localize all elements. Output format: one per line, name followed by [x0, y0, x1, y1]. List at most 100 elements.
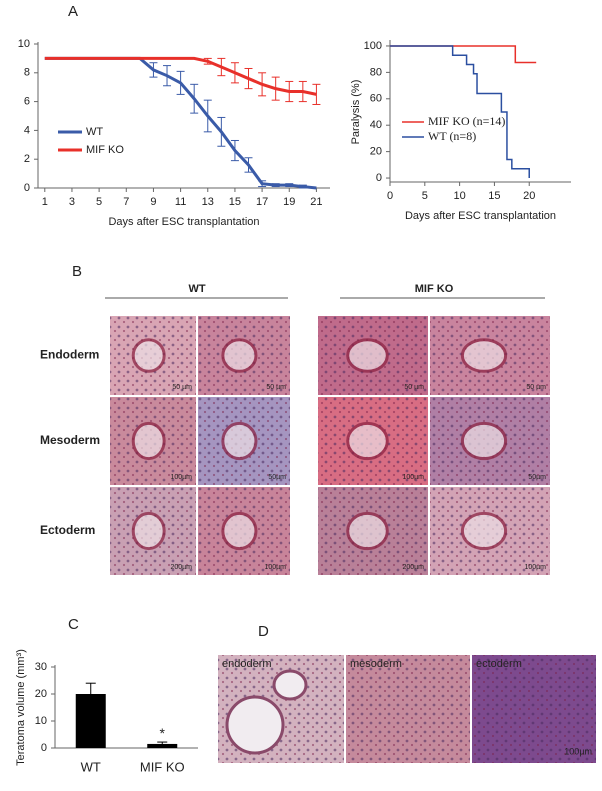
- x-tick-label: 19: [283, 196, 295, 208]
- line: [44, 56, 317, 96]
- x-tick-label: WT: [81, 759, 101, 774]
- y-tick-label: 80: [370, 66, 382, 78]
- y-tick-label: 20: [370, 146, 382, 158]
- x-tick-label: 17: [256, 196, 268, 208]
- row-label: Endoderm: [40, 348, 99, 362]
- error-bar: [217, 116, 226, 147]
- tissue-structure: [225, 695, 285, 755]
- error-bar: [244, 67, 253, 90]
- x-axis-label: Days after ESC transplantation: [108, 216, 259, 228]
- x-tick-label: 15: [229, 196, 241, 208]
- y-tick-label: 0: [376, 172, 382, 184]
- x-tick-label: 5: [422, 190, 428, 202]
- x-tick-label: MIF KO: [140, 759, 185, 774]
- tissue-structure: [131, 421, 166, 461]
- error-bar: [271, 183, 280, 188]
- error-bar: [203, 57, 212, 65]
- bar: [75, 694, 106, 748]
- y-tick-label: 40: [370, 119, 382, 131]
- step-line: [390, 45, 537, 64]
- tissue-structure: [221, 338, 258, 373]
- legend-label: MIF KO (n=14): [428, 114, 505, 128]
- error-bar: [230, 62, 239, 84]
- x-tick-label: 15: [488, 190, 500, 202]
- bar: [147, 743, 178, 748]
- error-bar: [271, 76, 280, 101]
- y-tick-label: 100: [364, 40, 382, 52]
- scale-label: 50 µm: [266, 384, 286, 391]
- legend-label: WT: [86, 126, 103, 138]
- histology-texture: [472, 655, 596, 763]
- y-tick-label: 6: [24, 96, 30, 108]
- y-tick-label: 4: [24, 124, 30, 136]
- image-label: endoderm: [222, 658, 272, 670]
- legend-label: WT (n=8): [428, 129, 476, 143]
- x-tick-label: 1: [42, 196, 48, 208]
- error-bar: [298, 80, 307, 103]
- error-bar: [157, 741, 168, 744]
- x-tick-label: 5: [96, 196, 102, 208]
- image-label: mesoderm: [350, 658, 402, 670]
- error-bar: [285, 80, 294, 103]
- x-tick-label: 20: [523, 190, 535, 202]
- scale-label: 100µm: [264, 564, 286, 571]
- x-tick-label: 3: [69, 196, 75, 208]
- error-bar: [163, 65, 172, 87]
- tissue-structure: [131, 511, 166, 551]
- y-tick-label: 2: [24, 153, 30, 165]
- x-tick-label: 11: [175, 196, 186, 208]
- scale-label: 100µm: [524, 564, 546, 571]
- scale-label: 100µm: [170, 474, 192, 481]
- scale-label: 50 µm: [404, 384, 424, 391]
- legend-label: MIF KO: [86, 144, 124, 156]
- panel-label: A: [68, 3, 78, 20]
- tissue-structure: [460, 511, 508, 551]
- scale-label: 50 µm: [172, 384, 192, 391]
- scale-label: 200µm: [170, 564, 192, 571]
- x-tick-label: 13: [202, 196, 214, 208]
- error-bar: [217, 57, 226, 77]
- x-tick-label: 0: [387, 190, 393, 202]
- error-bar: [298, 184, 307, 189]
- x-tick-label: 7: [123, 196, 129, 208]
- error-bar: [203, 99, 212, 133]
- panel-label: B: [72, 263, 82, 280]
- y-tick-label: 0: [41, 742, 47, 754]
- y-tick-label: 10: [35, 715, 47, 727]
- error-bar: [176, 70, 185, 95]
- histology-texture: [346, 655, 470, 763]
- error-bar: [190, 83, 199, 114]
- error-bar: [285, 183, 294, 188]
- scale-label: 50µm: [268, 474, 286, 481]
- image-label: ectoderm: [476, 658, 522, 670]
- y-tick-label: 8: [24, 67, 30, 79]
- column-group-label: MIF KO: [415, 283, 454, 295]
- tissue-structure: [346, 421, 389, 461]
- y-axis-label: Teratoma volume (mm³): [15, 649, 27, 766]
- tissue-structure: [346, 511, 389, 551]
- error-bar: [312, 83, 321, 105]
- tissue-structure: [221, 421, 258, 461]
- scale-label: 100µm: [564, 746, 592, 756]
- error-bar: [258, 180, 267, 188]
- y-tick-label: 0: [24, 182, 30, 194]
- scale-label: 50 µm: [526, 384, 546, 391]
- tissue-structure: [221, 511, 258, 551]
- panel-label: C: [68, 616, 79, 633]
- x-tick-label: 9: [150, 196, 156, 208]
- step-line: [390, 45, 530, 179]
- column-group-label: WT: [188, 283, 205, 295]
- tissue-structure: [460, 421, 508, 461]
- scale-label: 50µm: [528, 474, 546, 481]
- y-axis-label: Paralysis (%): [350, 80, 362, 145]
- y-tick-label: 30: [35, 661, 47, 673]
- annotation: *: [160, 725, 166, 741]
- row-label: Ectoderm: [40, 523, 95, 537]
- scale-label: 200µm: [402, 564, 424, 571]
- y-tick-label: 60: [370, 93, 382, 105]
- x-tick-label: 21: [310, 196, 322, 208]
- tissue-structure: [346, 338, 389, 373]
- tissue-structure: [460, 338, 508, 373]
- x-axis-label: Days after ESC transplantation: [405, 210, 556, 222]
